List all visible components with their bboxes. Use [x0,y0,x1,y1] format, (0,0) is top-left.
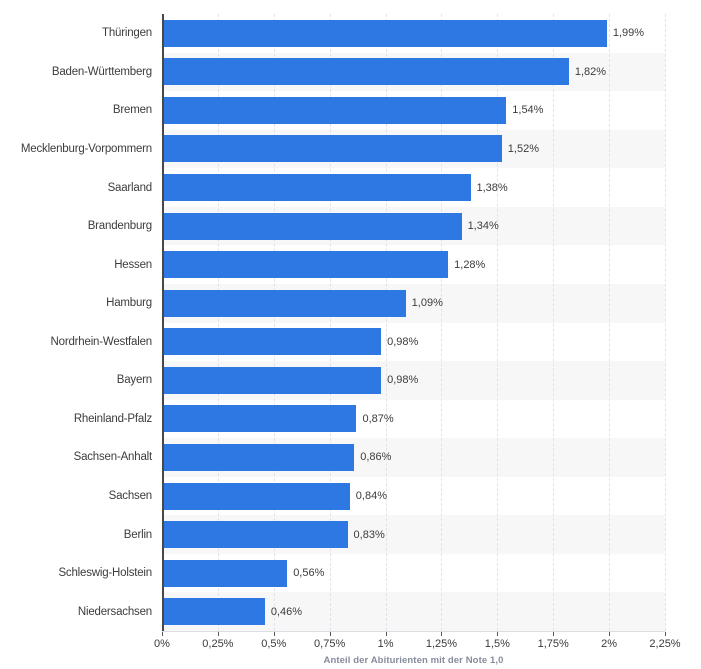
bar[interactable] [162,174,471,202]
bar-value-label: 1,54% [512,104,544,117]
x-tick-label: 0% [154,638,170,650]
x-tick-label: 1,5% [484,638,510,650]
category-label: Rheinland-Pfalz [73,412,152,425]
bar-value-label: 1,28% [454,258,486,271]
bar[interactable] [162,212,462,240]
x-tick-label: 0,25% [202,638,234,650]
chart-row: 1,52% [162,129,665,169]
bar[interactable] [162,366,382,394]
x-tick-mark [385,632,387,636]
x-tick-mark [329,632,331,636]
category-label: Thüringen [102,27,152,40]
chart-row: 1,54% [162,91,665,130]
bar-value-label: 0,87% [362,412,394,425]
chart-row: 1,82% [162,52,665,92]
bar[interactable] [162,405,357,433]
x-tick-mark [609,632,611,636]
x-tick-mark [497,632,499,636]
bar[interactable] [162,328,382,356]
chart-row: 0,86% [162,438,665,477]
chart-row: 0,46% [162,592,665,631]
category-label: Baden-Württemberg [51,65,152,78]
bar[interactable] [162,135,502,163]
category-label: Bayern [116,374,152,387]
category-label: Hamburg [106,297,152,310]
x-tick-mark [217,632,219,636]
chart-row: 0,98% [162,361,665,400]
bar[interactable] [162,289,406,317]
category-label: Sachsen-Anhalt [73,451,153,464]
x-axis: 0% 0,25% 0,5% 0,75% 1% 1,25% 1,5% 1,75% 2% 2,25% [154,632,681,656]
category-label: Mecklenburg-Vorpommern [20,142,152,155]
category-axis: Thüringen Baden-Württemberg Bremen Mecklenb… [0,14,152,631]
bar[interactable] [162,482,350,510]
category-label: Brandenburg [87,220,152,233]
bar-value-label: 0,56% [293,567,325,580]
x-tick-mark [553,632,555,636]
chart-row: 0,87% [162,400,665,439]
x-axis-title: Anteil der Abiturienten mit der Note 1,0 [323,655,504,666]
x-tick-label: 1,25% [425,638,458,650]
x-tick-mark [273,632,275,636]
x-tick-label: 1,75% [537,638,569,650]
x-tick-mark [162,632,163,636]
chart-row: 0,84% [162,477,665,516]
chart-row: 0,83% [162,515,665,554]
chart-row: 1,28% [162,245,665,284]
x-tick-label: 1% [377,638,394,650]
chart-row: 1,99% [162,14,665,53]
bar-value-label: 0,84% [355,490,387,503]
y-axis-line [162,14,164,631]
category-label: Sachsen [108,490,153,502]
x-tick-label: 0,75% [314,638,346,650]
bar-rows: 1,99% 1,82% 1,54% 1,52% 1,38% 1,34% 1,28% 1,09%… [162,14,665,631]
bar-value-label: 0,86% [360,451,392,464]
chart-row: 0,56% [162,554,665,593]
bar[interactable] [162,251,449,279]
category-label: Saarland [107,181,153,194]
bar-value-label: 1,38% [476,181,508,194]
chart-row: 0,98% [162,323,665,362]
category-label: Bremen [112,104,152,117]
plot-area: 1,99% 1,82% 1,54% 1,52% 1,38% 1,34% 1,28% 1,09%… [162,14,666,632]
bar-value-label: 1,99% [612,27,645,40]
bar[interactable] [162,96,507,124]
chart-row: 1,38% [162,168,665,207]
bar[interactable] [162,58,569,86]
bar-value-label: 0,98% [387,335,419,348]
bar-value-label: 1,82% [574,65,607,78]
bar-value-label: 1,52% [507,142,539,155]
bar-value-label: 0,46% [270,605,303,618]
bar-value-label: 0,83% [353,528,385,541]
bar[interactable] [162,521,348,549]
category-label: Nordrhein-Westfalen [50,335,153,348]
bar[interactable] [162,598,265,626]
bar-value-label: 1,34% [467,220,499,233]
chart-row: 1,34% [162,206,665,246]
x-tick-label: 2% [601,638,618,650]
chart-row: 1,09% [162,283,665,323]
category-label: Hessen [114,258,152,271]
x-tick-mark [665,632,666,636]
bar[interactable] [162,19,607,47]
bar[interactable] [162,559,288,587]
category-label: Berlin [123,528,152,541]
x-tick-mark [441,632,443,636]
bar[interactable] [162,443,355,471]
gridline [665,14,666,631]
bar-value-label: 1,09% [411,297,443,310]
x-tick-label: 2,25% [649,638,681,650]
category-label: Schleswig-Holstein [58,567,152,580]
category-label: Niedersachsen [77,605,152,618]
bar-value-label: 0,98% [387,374,419,387]
x-tick-label: 0,5% [261,638,287,650]
